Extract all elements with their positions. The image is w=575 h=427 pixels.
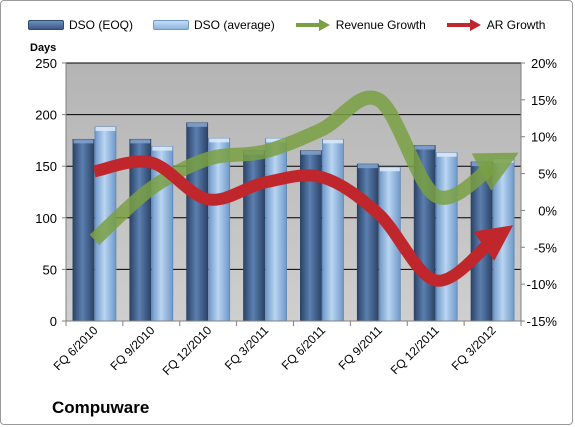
y-tick-label: 0 [50,314,57,329]
bar-cap [379,167,400,172]
bar-cap [300,150,321,155]
y-tick-label: 50 [43,262,57,277]
x-tick-label: FQ 6/2011 [279,323,329,373]
bar-cap [266,138,287,143]
chart-caption: Compuware [52,398,150,417]
y2-tick-label: 10% [531,130,557,145]
ar-growth-line [93,155,514,287]
bar-dso-average [208,137,231,322]
x-tick-label: FQ 3/2012 [449,323,499,373]
x-tick-label: FQ 12/2010 [160,323,215,378]
legend-arrow-swatch [295,19,331,31]
revenue-growth-line [89,90,519,246]
legend-item-dso-eoq: DSO (EOQ) [28,18,133,32]
legend-bar-swatch [28,20,64,30]
bar-cap [436,152,457,157]
bar-dso-eoq [72,138,95,322]
legend-item-revenue-growth: Revenue Growth [295,18,426,32]
legend-item-dso-average: DSO (average) [153,18,275,32]
y2-tick-label: -10% [527,277,558,292]
legend-label: AR Growth [486,18,546,32]
bar-dso-eoq [356,163,379,322]
bar-cap [357,164,378,169]
x-tick-label: FQ 9/2010 [107,323,157,373]
bar-cap [322,139,343,144]
y2-tick-label: 5% [538,167,557,182]
legend-arrow-swatch [446,19,482,31]
x-tick-label: FQ 3/2011 [222,323,272,373]
y-axis-title: Days [30,42,57,54]
bar-dso-eoq [243,150,265,322]
y-tick-label: 200 [35,108,57,123]
legend-label: DSO (average) [194,18,275,32]
bar-dso-eoq [186,122,209,322]
bar-dso-average [322,138,344,322]
legend: DSO (EOQ) DSO (average) Revenue Growth AR G… [28,14,545,36]
y-tick-label: 100 [35,211,57,226]
bar-cap [414,145,435,150]
y-tick-label: 250 [35,56,57,71]
legend-label: DSO (EOQ) [69,18,134,32]
bar-dso-average [492,158,515,322]
bar-cap [493,158,514,163]
y2-tick-label: -15% [527,314,558,329]
x-tick-label: FQ 12/2011 [388,323,442,377]
bar-cap [209,138,230,143]
legend-bar-swatch [153,20,190,30]
bar-dso-average [435,152,458,322]
y2-tick-label: -5% [534,240,558,255]
bar-cap [152,146,173,151]
legend-item-ar-growth: AR Growth [446,18,546,32]
y2-tick-label: 15% [531,93,557,108]
x-tick-label: FQ 9/2011 [336,323,386,373]
bar-cap [187,122,208,127]
bar-dso-average [265,137,287,322]
x-tick-label: FQ 6/2010 [51,323,101,373]
bar-cap [95,126,116,131]
bar-cap [73,139,94,144]
y2-tick-label: 20% [531,56,557,71]
bar-cap [130,139,151,144]
legend-label: Revenue Growth [335,18,426,32]
y-tick-label: 150 [35,159,57,174]
y2-tick-label: 0% [538,203,557,218]
